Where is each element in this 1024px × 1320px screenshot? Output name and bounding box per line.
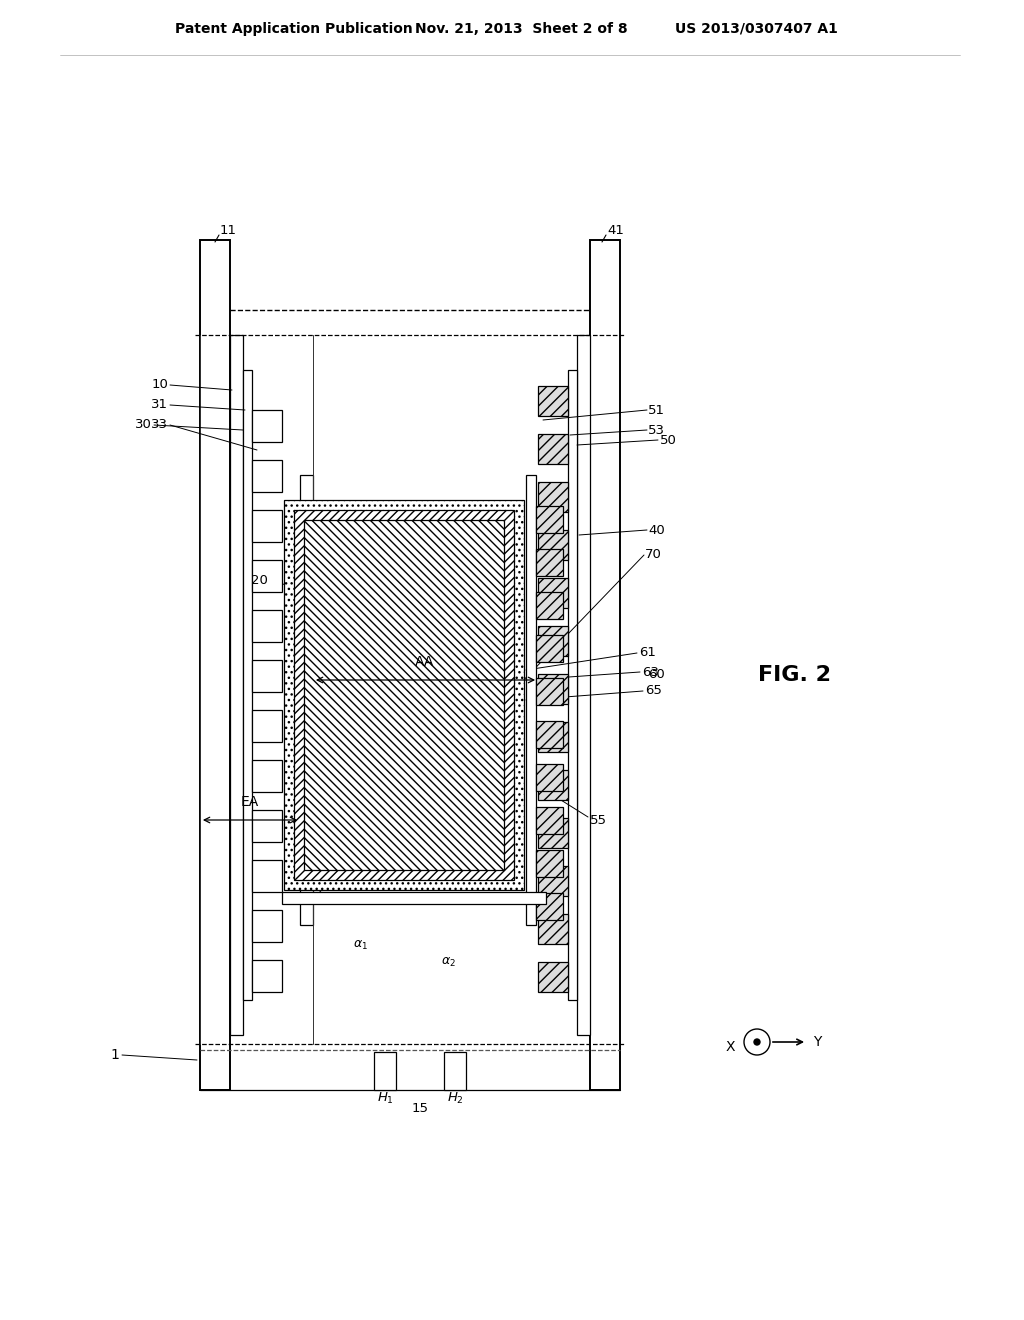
Bar	[538, 770, 568, 800]
Text: Nov. 21, 2013  Sheet 2 of 8: Nov. 21, 2013 Sheet 2 of 8	[415, 22, 628, 36]
Bar	[536, 764, 563, 791]
Bar	[538, 531, 568, 560]
Bar	[536, 506, 563, 533]
Bar	[252, 810, 282, 842]
Bar	[243, 370, 252, 1001]
Bar	[538, 578, 568, 609]
Bar	[538, 626, 568, 656]
Bar	[536, 894, 563, 920]
Bar	[538, 722, 568, 752]
Bar	[252, 861, 282, 892]
Text: US 2013/0307407 A1: US 2013/0307407 A1	[675, 22, 838, 36]
Bar	[538, 482, 568, 512]
Bar	[252, 459, 282, 492]
Text: $H_2$: $H_2$	[446, 1090, 464, 1106]
Bar	[538, 866, 568, 896]
Bar	[536, 591, 563, 619]
Bar	[252, 710, 282, 742]
Text: EA: EA	[241, 795, 259, 809]
Text: 60: 60	[648, 668, 665, 681]
Bar	[577, 335, 590, 1035]
Bar	[282, 892, 546, 904]
Bar	[294, 510, 514, 880]
Bar	[444, 1052, 466, 1090]
Text: AA: AA	[416, 655, 434, 669]
Text: 50: 50	[660, 433, 677, 446]
Bar	[526, 475, 536, 925]
Bar	[284, 500, 524, 890]
Bar	[200, 240, 230, 1090]
Bar	[252, 909, 282, 942]
Bar	[252, 510, 282, 543]
Bar	[536, 678, 563, 705]
Text: 40: 40	[648, 524, 665, 536]
Bar	[538, 913, 568, 944]
Bar	[252, 560, 282, 591]
Text: $\alpha_1$: $\alpha_1$	[352, 939, 368, 952]
Bar	[590, 240, 620, 1090]
Text: X: X	[725, 1040, 735, 1053]
Bar	[568, 370, 577, 1001]
Text: 20: 20	[251, 573, 268, 586]
Circle shape	[744, 1030, 770, 1055]
Text: 41: 41	[607, 223, 624, 236]
Text: 53: 53	[648, 424, 665, 437]
Text: FIG. 2: FIG. 2	[758, 665, 831, 685]
Text: 30: 30	[135, 418, 152, 432]
Bar	[536, 807, 563, 834]
Bar	[230, 335, 243, 1035]
Text: 70: 70	[645, 549, 662, 561]
Text: 65: 65	[645, 685, 662, 697]
Text: 55: 55	[590, 813, 607, 826]
Text: 31: 31	[151, 399, 168, 412]
Bar	[252, 660, 282, 692]
Text: 63: 63	[642, 665, 658, 678]
Text: Patent Application Publication: Patent Application Publication	[175, 22, 413, 36]
Text: 11: 11	[220, 223, 237, 236]
Text: 1: 1	[110, 1048, 119, 1063]
Text: 51: 51	[648, 404, 665, 417]
Bar	[538, 818, 568, 847]
Bar	[252, 760, 282, 792]
Text: $\alpha_2$: $\alpha_2$	[440, 956, 456, 969]
Bar	[538, 675, 568, 704]
Bar	[252, 960, 282, 993]
Text: 33: 33	[151, 418, 168, 432]
Bar	[300, 475, 313, 925]
Bar	[536, 549, 563, 576]
Bar	[536, 850, 563, 876]
Bar	[538, 962, 568, 993]
Bar	[536, 635, 563, 663]
Text: 10: 10	[152, 379, 168, 392]
Circle shape	[754, 1039, 760, 1045]
Bar	[538, 434, 568, 465]
Bar	[252, 411, 282, 442]
Bar	[536, 721, 563, 748]
Text: Y: Y	[813, 1035, 821, 1049]
Bar	[538, 385, 568, 416]
Bar	[304, 520, 504, 870]
Bar	[252, 610, 282, 642]
Text: 15: 15	[412, 1101, 428, 1114]
Bar	[374, 1052, 396, 1090]
Text: $H_1$: $H_1$	[377, 1090, 393, 1106]
Text: 61: 61	[639, 647, 656, 660]
